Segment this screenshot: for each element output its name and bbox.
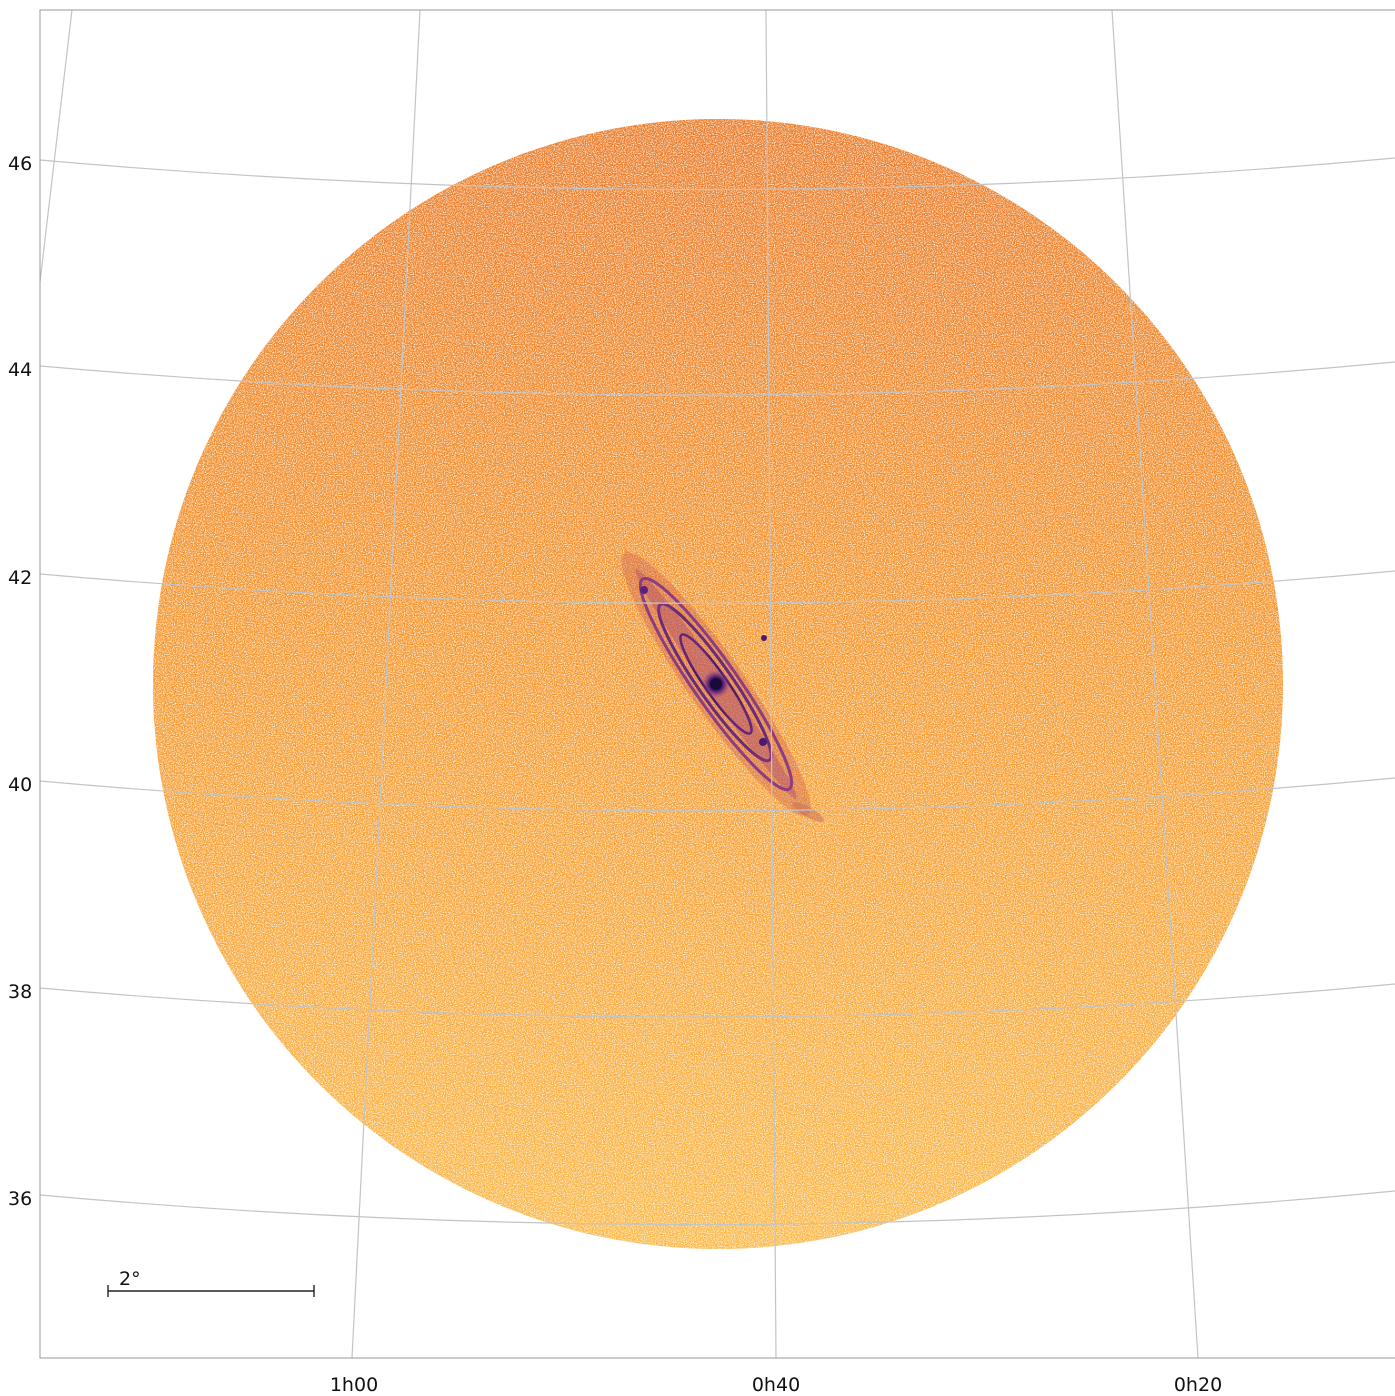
dec-label: 40 xyxy=(8,774,32,796)
dec-gridline-44 xyxy=(39,361,1395,396)
scale-bar: 2° xyxy=(107,1268,315,1297)
galaxy xyxy=(621,551,824,822)
dec-gridline-42 xyxy=(39,570,1395,604)
dec-label: 36 xyxy=(8,1188,32,1210)
ra-gridline-0h20 xyxy=(1111,9,1199,1359)
ra-gridline-0h40 xyxy=(765,9,777,1359)
dec-gridline-46 xyxy=(39,157,1395,191)
dec-label: 44 xyxy=(8,359,32,381)
ra-label: 1h00 xyxy=(330,1374,378,1396)
scale-bar-label: 2° xyxy=(119,1268,141,1290)
dec-gridline-38 xyxy=(39,983,1395,1018)
dec-axis-labels: 46 44 42 40 38 36 xyxy=(8,153,32,1210)
dec-label: 42 xyxy=(8,567,32,589)
dec-label: 46 xyxy=(8,153,32,175)
ra-label: 0h20 xyxy=(1174,1374,1222,1396)
dec-gridline-36 xyxy=(39,1190,1395,1226)
ra-label: 0h40 xyxy=(752,1374,800,1396)
dec-gridline-40 xyxy=(39,777,1395,812)
coordinate-grid xyxy=(39,9,1395,1359)
ra-gridline-1h00 xyxy=(351,9,421,1359)
ra-gridline-edge-left xyxy=(39,9,73,283)
plot-frame xyxy=(39,9,1395,1359)
ra-axis-labels: 1h00 0h40 0h20 xyxy=(330,1374,1222,1396)
dec-label: 38 xyxy=(8,981,32,1003)
